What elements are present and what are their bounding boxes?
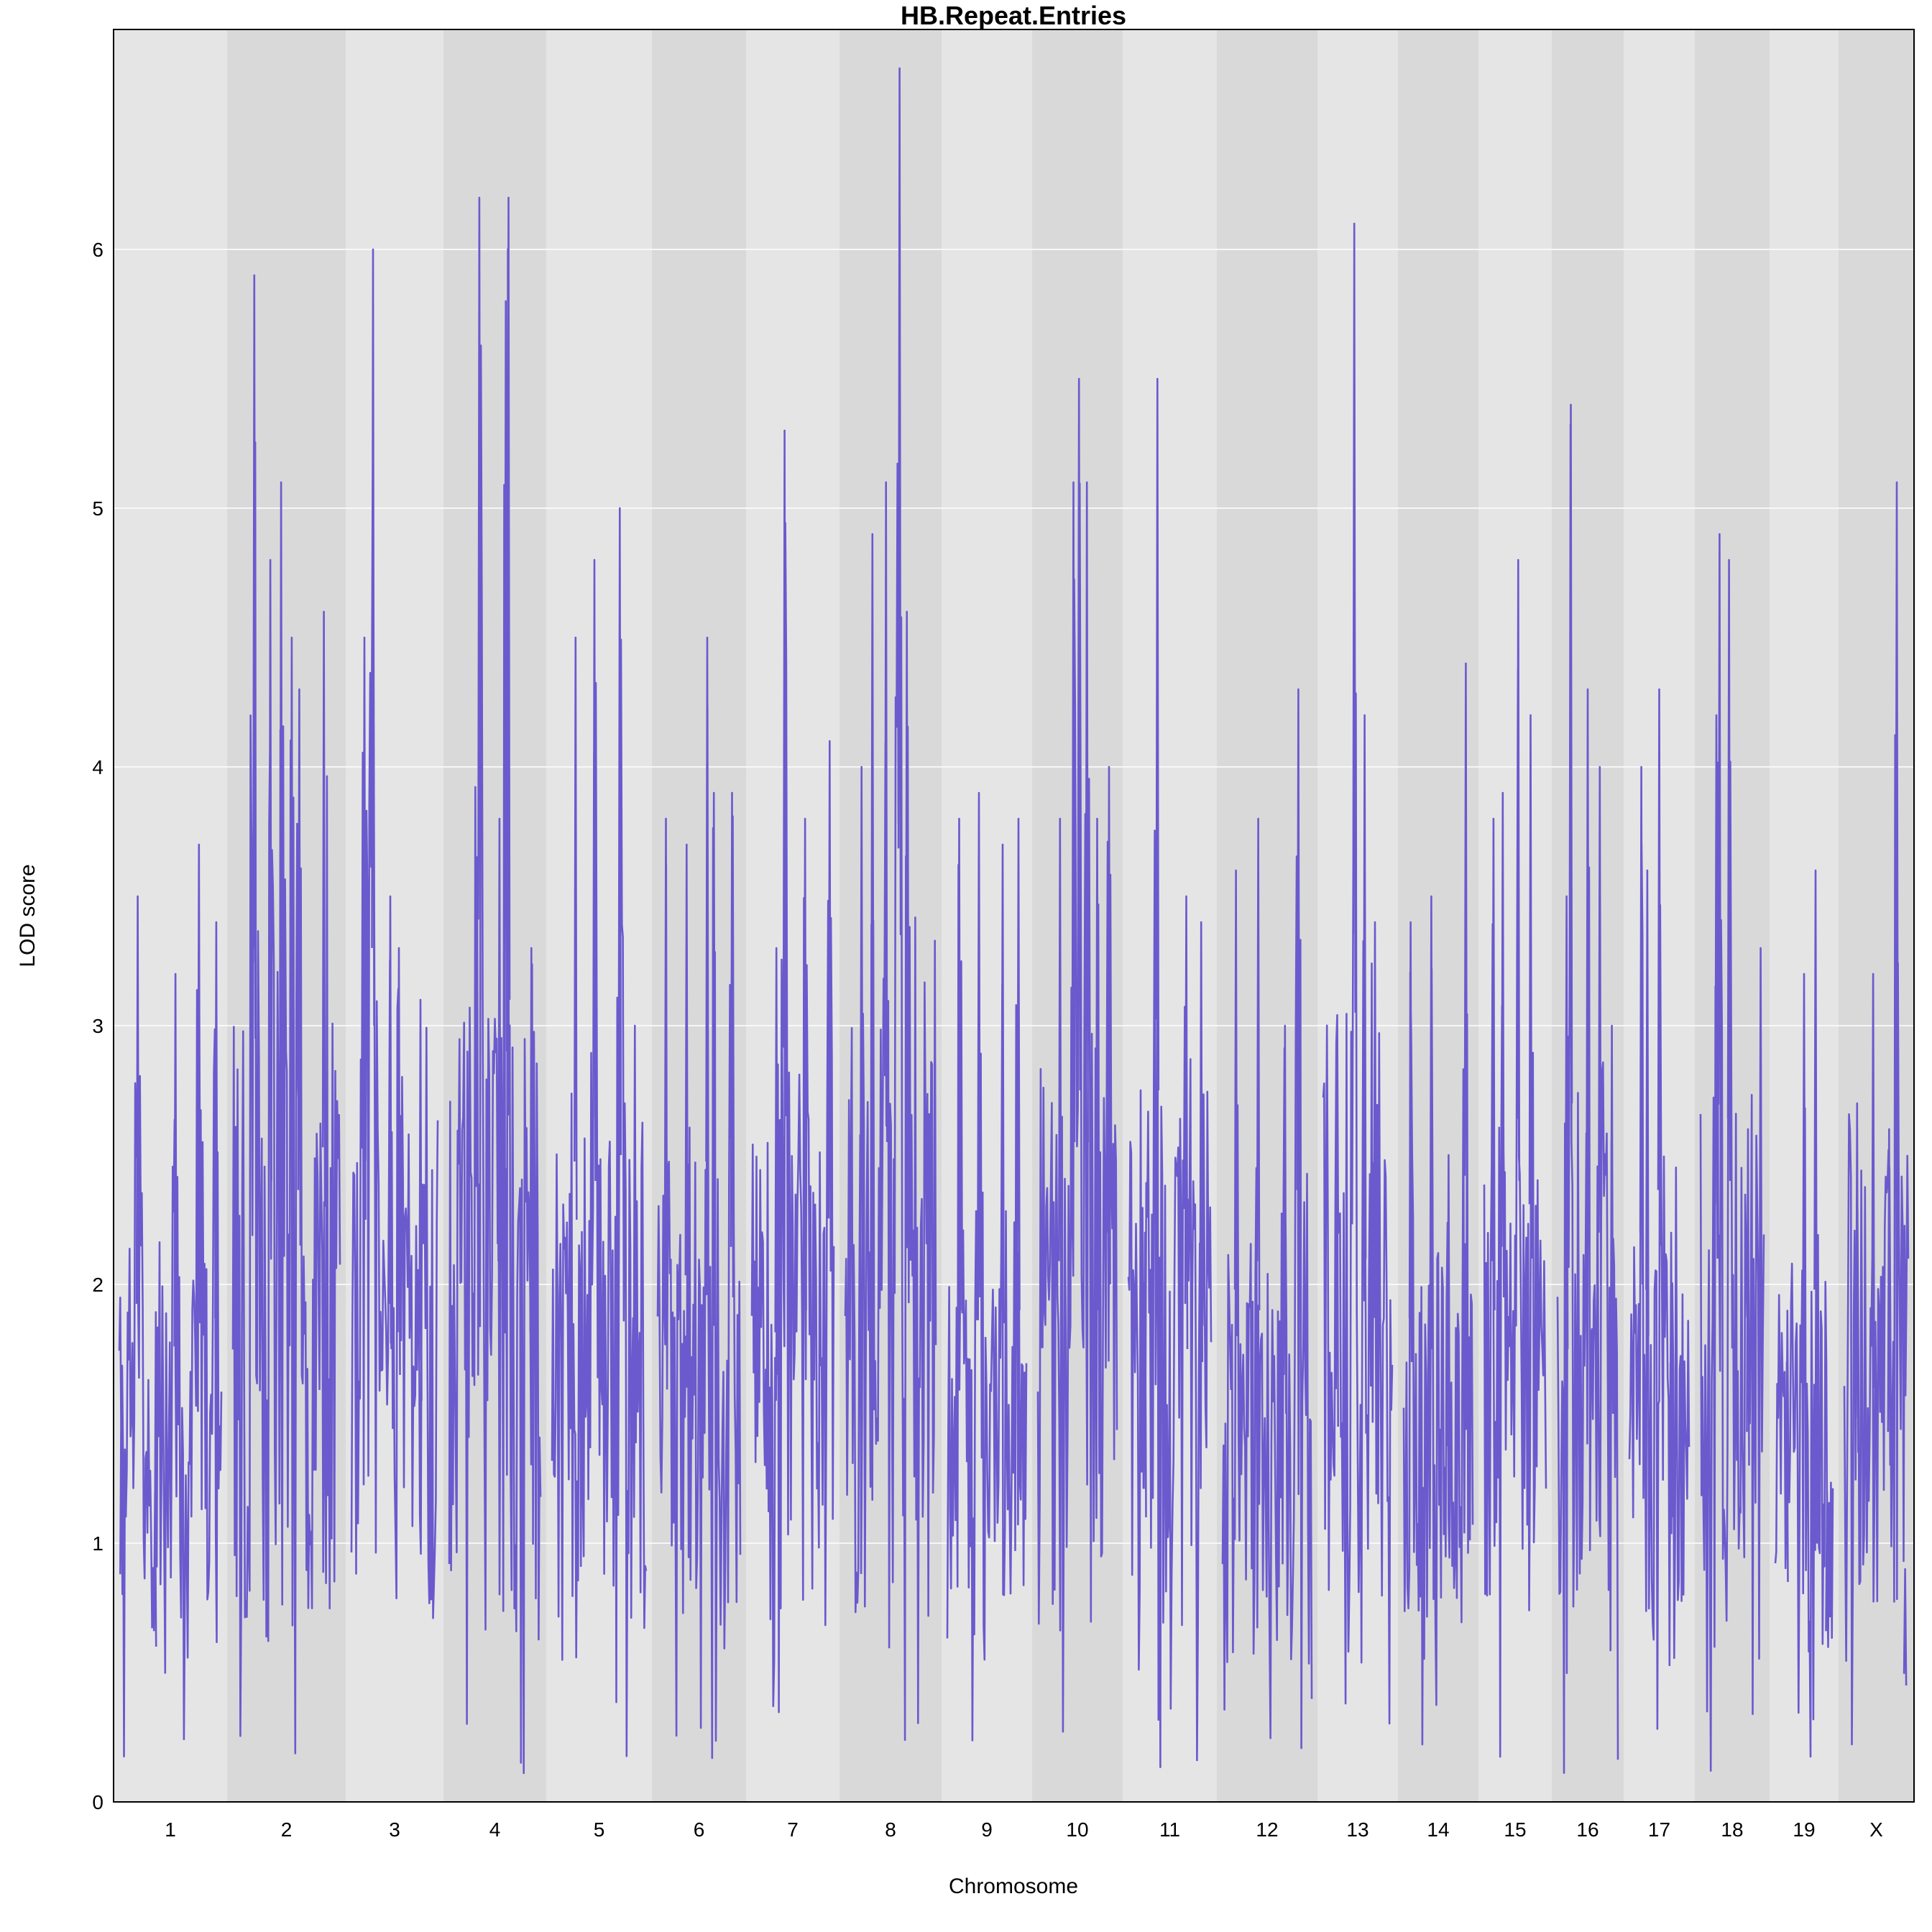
y-tick-label: 5 xyxy=(92,497,104,520)
lod-trace-chr-17 xyxy=(1628,688,1690,1730)
x-tick-label: 6 xyxy=(694,1818,705,1841)
y-axis-title: LOD score xyxy=(16,864,40,967)
y-tick-label: 3 xyxy=(92,1015,104,1037)
x-axis-title: Chromosome xyxy=(949,1874,1078,1898)
y-tick-label: 0 xyxy=(92,1791,104,1813)
y-tick-label: 1 xyxy=(92,1532,104,1555)
lod-trace-chr-14 xyxy=(1402,662,1474,1746)
lod-trace-chr-X xyxy=(1843,481,1910,1746)
y-tick-label: 4 xyxy=(92,756,104,778)
x-tick-label: 9 xyxy=(981,1818,993,1841)
chart-title: HB.Repeat.Entries xyxy=(901,1,1126,30)
x-tick-label: 13 xyxy=(1346,1818,1368,1841)
x-tick-label: 19 xyxy=(1793,1818,1815,1841)
lod-trace-chr-2 xyxy=(231,274,341,1754)
lod-trace-chr-9 xyxy=(946,791,1028,1742)
x-tick-label: 7 xyxy=(787,1818,799,1841)
lod-trace-chr-18 xyxy=(1699,533,1765,1772)
x-tick-label: 5 xyxy=(594,1818,605,1841)
band-chr-8 xyxy=(840,29,942,1802)
lod-trace-chr-12 xyxy=(1221,688,1313,1749)
lod-trace-chr-8 xyxy=(844,67,937,1742)
lod-trace-chr-19 xyxy=(1774,869,1834,1758)
lod-trace-chr-3 xyxy=(350,248,439,1619)
band-chr-6 xyxy=(652,29,746,1802)
chromosome-bands xyxy=(114,29,1914,1802)
x-tick-label: X xyxy=(1869,1818,1883,1841)
y-axis-ticks: 0 1 2 3 4 5 6 xyxy=(92,239,104,1813)
x-tick-label: 15 xyxy=(1504,1818,1526,1841)
gridlines xyxy=(114,249,1914,1544)
x-tick-label: 16 xyxy=(1576,1818,1598,1841)
y-tick-label: 6 xyxy=(92,239,104,261)
lod-trace-chr-13 xyxy=(1322,222,1394,1725)
lod-series xyxy=(118,67,1910,1775)
band-chr-7 xyxy=(746,29,840,1802)
x-axis-ticks: 1 2 3 4 5 6 7 8 9 10 11 12 13 14 15 16 17 18 19 X xyxy=(165,1818,1883,1841)
lod-trace-chr-10 xyxy=(1036,377,1118,1733)
plot-frame xyxy=(113,29,1915,1803)
x-tick-label: 17 xyxy=(1648,1818,1670,1841)
x-tick-label: 2 xyxy=(281,1818,293,1841)
lod-trace-chr-4 xyxy=(448,196,542,1775)
lod-trace-chr-11 xyxy=(1127,377,1213,1768)
x-tick-label: 12 xyxy=(1256,1818,1278,1841)
lod-trace-chr-16 xyxy=(1556,403,1619,1774)
lod-trace-chr-15 xyxy=(1483,558,1547,1758)
x-tick-label: 18 xyxy=(1721,1818,1743,1841)
lod-trace-chr-5 xyxy=(551,507,648,1757)
y-tick-label: 2 xyxy=(92,1274,104,1296)
x-tick-label: 3 xyxy=(389,1818,400,1841)
lod-trace-chr-6 xyxy=(656,636,742,1760)
lod-trace-chr-1 xyxy=(118,843,223,1758)
x-tick-label: 10 xyxy=(1066,1818,1088,1841)
x-tick-label: 11 xyxy=(1159,1818,1180,1841)
band-chr-4 xyxy=(443,29,546,1802)
x-tick-label: 14 xyxy=(1427,1818,1449,1841)
x-tick-label: 4 xyxy=(489,1818,501,1841)
x-tick-label: 8 xyxy=(885,1818,896,1841)
lod-trace-chr-7 xyxy=(750,429,835,1714)
x-tick-label: 1 xyxy=(165,1818,176,1841)
